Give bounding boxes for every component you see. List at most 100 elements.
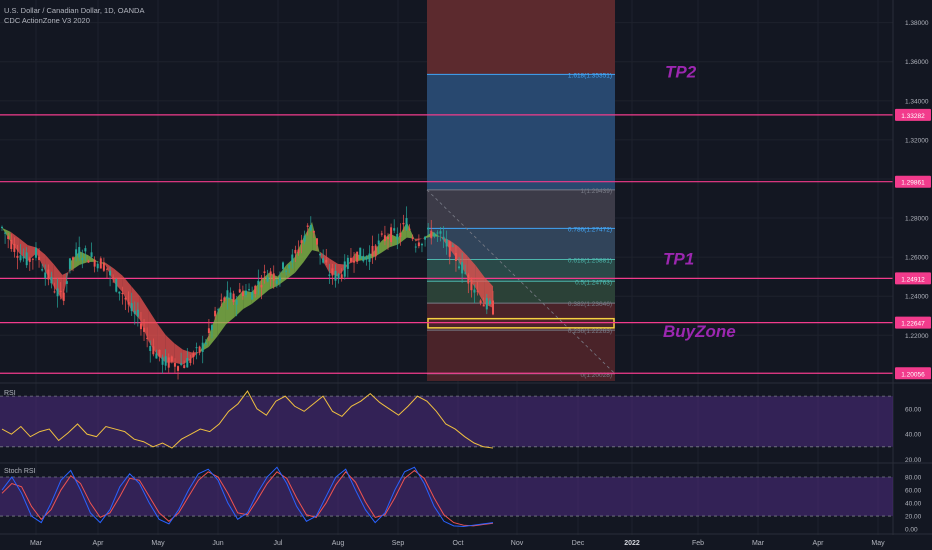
candle-body (467, 274, 470, 284)
projection-line (426, 189, 616, 375)
actionzone-ribbon (312, 221, 321, 258)
candle-body (334, 270, 337, 281)
candle-body (109, 270, 112, 276)
candle-body (461, 262, 464, 274)
time-tick-label: Apr (813, 540, 825, 547)
candle-body (349, 257, 352, 262)
candle-body (402, 222, 405, 225)
candle-body (482, 304, 485, 307)
candle-body (374, 245, 377, 257)
candle-body (479, 300, 482, 304)
candle-body (278, 277, 281, 281)
candle-body (430, 230, 433, 239)
candle-body (75, 249, 78, 256)
rsi-tick-label: 60.00 (905, 406, 922, 413)
rsi-tick-label: 20.00 (905, 457, 922, 464)
time-tick-label: Sep (392, 540, 405, 547)
candle-body (22, 256, 25, 259)
candle-body (214, 310, 217, 317)
time-tick-label: May (871, 540, 885, 547)
time-tick-label: Apr (93, 540, 105, 547)
stoch-rsi-pane-label[interactable]: Stoch RSI (4, 468, 36, 475)
candle-body (186, 358, 189, 368)
candle-body (356, 251, 359, 262)
candle-body (201, 342, 204, 352)
candle-body (167, 357, 170, 368)
candle-body (4, 232, 7, 234)
price-tick-label: 1.34000 (905, 98, 929, 105)
candle-body (260, 284, 263, 288)
time-tick-label: Oct (453, 540, 464, 547)
candle-body (115, 279, 118, 292)
candle-body (124, 297, 127, 300)
candle-body (99, 258, 102, 269)
time-tick-label: 2022 (624, 540, 640, 547)
candle-body (28, 258, 31, 262)
candle-body (315, 238, 318, 245)
rsi-band (0, 396, 893, 447)
candle-body (143, 327, 146, 332)
actionzone-ribbon (363, 253, 373, 261)
actionzone-ribbon (269, 272, 278, 290)
symbol-title[interactable]: U.S. Dollar / Canadian Dollar, 1D, OANDA (4, 6, 145, 15)
candle-body (492, 300, 494, 315)
actionzone-ribbon (329, 258, 338, 277)
rsi-pane-label[interactable]: RSI (4, 390, 16, 397)
time-tick-label: Mar (30, 540, 43, 547)
candle-body (454, 253, 457, 261)
actionzone-ribbon (346, 253, 356, 267)
candle-body (170, 356, 173, 362)
candle-body (68, 258, 71, 270)
candle-body (417, 242, 420, 247)
fib-level-label: 0.236(1.22263) (568, 328, 612, 335)
actionzone-ribbon (122, 275, 132, 310)
candle-body (65, 281, 68, 284)
candle-body (59, 290, 62, 292)
candle-body (56, 288, 59, 297)
candle-body (121, 293, 124, 295)
annotation-label: TP1 (663, 249, 694, 268)
candle-body (229, 292, 232, 300)
candle-body (340, 274, 343, 279)
actionzone-ribbon (406, 221, 416, 242)
candle-body (390, 227, 393, 243)
candle-body (365, 256, 368, 260)
candle-body (248, 289, 251, 291)
stoch-tick-label: 60.00 (905, 488, 922, 495)
time-tick-label: Jul (274, 540, 283, 547)
candle-body (38, 256, 41, 261)
candle-body (387, 236, 390, 240)
candle-body (411, 237, 414, 240)
candle-body (424, 236, 427, 240)
candle-body (31, 258, 34, 260)
candle-body (1, 226, 3, 228)
candle-body (362, 255, 365, 262)
candle-body (146, 337, 149, 339)
candle-body (433, 233, 436, 237)
candle-body (19, 255, 22, 261)
candle-body (62, 292, 65, 301)
price-tick-label: 1.28000 (905, 216, 929, 223)
candle-body (368, 253, 371, 262)
actionzone-ribbon (148, 309, 158, 355)
candle-body (396, 233, 399, 240)
indicator-title[interactable]: CDC ActionZone V3 2020 (4, 16, 90, 25)
candle-body (414, 246, 417, 248)
candle-body (78, 247, 81, 258)
candle-body (254, 285, 257, 294)
candle-body (377, 240, 380, 245)
candle-body (325, 259, 328, 263)
time-tick-label: Dec (572, 540, 585, 547)
candle-body (485, 298, 488, 310)
candle-body (72, 257, 75, 260)
candle-body (10, 239, 13, 249)
candle-body (288, 264, 291, 269)
candle-body (207, 328, 210, 333)
candle-body (161, 357, 164, 365)
fib-level-label: 0.618(1.25881) (568, 257, 612, 264)
candle-body (34, 247, 37, 258)
stoch-tick-label: 40.00 (905, 501, 922, 508)
candle-body (226, 290, 229, 299)
